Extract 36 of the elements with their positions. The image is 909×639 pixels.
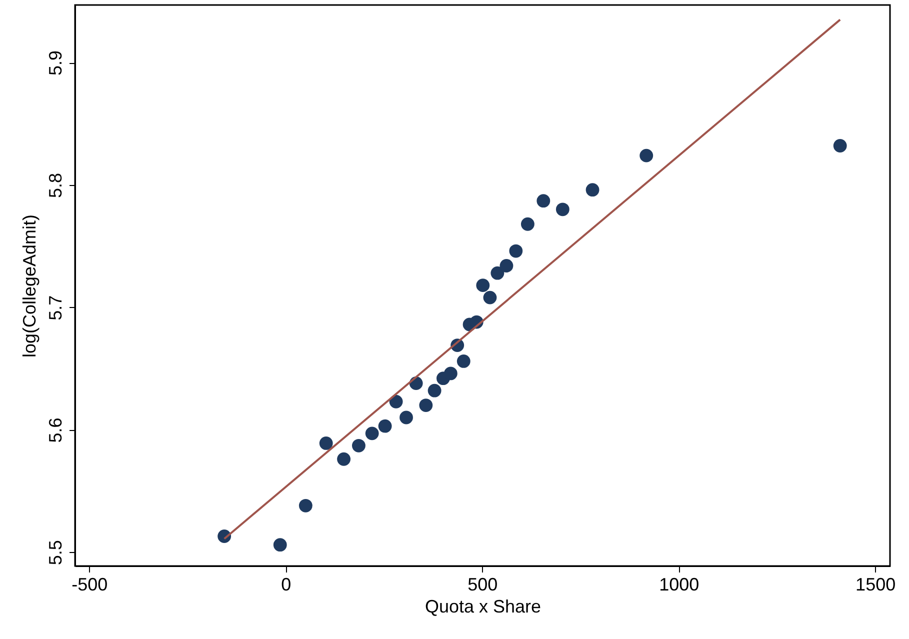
- point: [536, 194, 550, 208]
- x-tick-label: 1500: [856, 574, 896, 594]
- x-tick-label: 500: [468, 574, 498, 594]
- point: [337, 452, 350, 466]
- point: [500, 259, 514, 272]
- point: [352, 438, 366, 452]
- point: [298, 498, 312, 512]
- x-axis-title: Quota x Share: [424, 596, 542, 616]
- point: [640, 148, 654, 162]
- point: [483, 290, 497, 304]
- y-tick-label: 5.9: [46, 50, 66, 76]
- point: [428, 384, 442, 398]
- x-tick-label: 1000: [659, 574, 700, 594]
- y-tick-label: 5.5: [46, 540, 66, 566]
- x-tick-label: 0: [281, 574, 292, 594]
- point: [419, 398, 433, 412]
- point: [490, 266, 504, 280]
- point: [444, 366, 458, 380]
- y-tick-label: 5.7: [46, 295, 66, 320]
- x-tick-label: -500: [72, 574, 108, 594]
- point: [319, 436, 333, 450]
- y-tick-label: 5.8: [46, 172, 66, 198]
- point: [273, 538, 287, 552]
- point: [833, 139, 847, 152]
- point: [586, 183, 600, 197]
- point: [456, 354, 470, 368]
- point: [556, 202, 570, 216]
- point: [365, 426, 379, 440]
- y-tick-label: 5.6: [46, 418, 66, 443]
- point: [520, 217, 534, 231]
- point: [509, 244, 523, 258]
- point: [378, 419, 392, 433]
- point: [400, 410, 413, 424]
- y-axis-title: log(CollegeAdmit): [20, 214, 40, 358]
- point: [389, 394, 403, 408]
- point: [476, 278, 490, 292]
